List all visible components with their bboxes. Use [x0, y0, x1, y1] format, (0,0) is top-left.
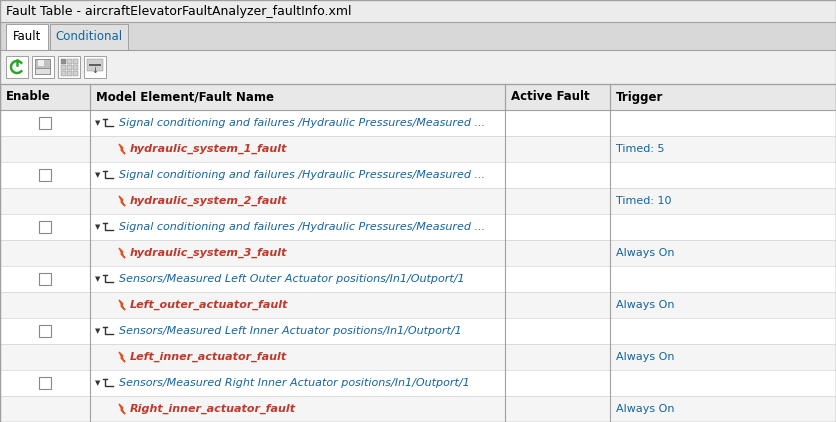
- Text: Signal conditioning and failures /Hydraulic Pressures/Measured ...: Signal conditioning and failures /Hydrau…: [119, 118, 485, 128]
- Text: ▼: ▼: [95, 276, 100, 282]
- Text: Always On: Always On: [616, 300, 675, 310]
- Bar: [61, 59, 66, 64]
- Text: ▼: ▼: [95, 120, 100, 126]
- Bar: [73, 65, 78, 70]
- Bar: [39, 117, 51, 129]
- Bar: [38, 60, 44, 66]
- Polygon shape: [119, 300, 125, 310]
- Bar: [39, 273, 51, 285]
- Bar: [36, 69, 50, 74]
- Bar: [67, 71, 72, 76]
- Text: hydraulic_system_1_fault: hydraulic_system_1_fault: [130, 144, 288, 154]
- Bar: [39, 169, 51, 181]
- Bar: [36, 60, 50, 68]
- Bar: [35, 59, 51, 75]
- Text: Fault Table - aircraftElevatorFaultAnalyzer_faultInfo.xml: Fault Table - aircraftElevatorFaultAnaly…: [6, 5, 351, 17]
- Text: Sensors/Measured Left Inner Actuator positions/In1/Outport/1: Sensors/Measured Left Inner Actuator pos…: [119, 326, 461, 336]
- Bar: [0, 214, 836, 240]
- Polygon shape: [119, 352, 125, 362]
- Text: Signal conditioning and failures /Hydraulic Pressures/Measured ...: Signal conditioning and failures /Hydrau…: [119, 222, 485, 232]
- Text: ▼: ▼: [95, 172, 100, 178]
- Bar: [0, 396, 836, 422]
- Bar: [0, 318, 836, 344]
- Polygon shape: [119, 404, 125, 414]
- Text: hydraulic_system_2_fault: hydraulic_system_2_fault: [130, 196, 288, 206]
- Bar: [0, 292, 836, 318]
- Bar: [73, 59, 78, 64]
- Bar: [0, 50, 836, 84]
- Bar: [39, 377, 51, 389]
- Text: Sensors/Measured Left Outer Actuator positions/In1/Outport/1: Sensors/Measured Left Outer Actuator pos…: [119, 274, 465, 284]
- Bar: [0, 240, 836, 266]
- Bar: [0, 188, 836, 214]
- Text: Signal conditioning and failures /Hydraulic Pressures/Measured ...: Signal conditioning and failures /Hydrau…: [119, 170, 485, 180]
- Bar: [32, 56, 54, 78]
- Text: Model Element/Fault Name: Model Element/Fault Name: [96, 90, 274, 103]
- Bar: [73, 71, 78, 76]
- Bar: [39, 325, 51, 337]
- Text: Sensors/Measured Right Inner Actuator positions/In1/Outport/1: Sensors/Measured Right Inner Actuator po…: [119, 378, 470, 388]
- Text: Enable: Enable: [6, 90, 51, 103]
- Polygon shape: [119, 144, 125, 154]
- Bar: [0, 344, 836, 370]
- Bar: [0, 0, 836, 22]
- Bar: [6, 56, 28, 78]
- Text: Timed: 5: Timed: 5: [616, 144, 665, 154]
- Text: Left_inner_actuator_fault: Left_inner_actuator_fault: [130, 352, 288, 362]
- Bar: [61, 65, 66, 70]
- Bar: [0, 136, 836, 162]
- Polygon shape: [119, 248, 125, 258]
- Bar: [0, 370, 836, 396]
- Bar: [39, 221, 51, 233]
- Text: ↓: ↓: [91, 66, 99, 75]
- Text: Trigger: Trigger: [616, 90, 664, 103]
- Text: Timed: 10: Timed: 10: [616, 196, 671, 206]
- Bar: [61, 71, 66, 76]
- Bar: [0, 84, 836, 110]
- Text: ▼: ▼: [95, 224, 100, 230]
- Text: Always On: Always On: [616, 248, 675, 258]
- Text: ▼: ▼: [95, 380, 100, 386]
- Bar: [0, 22, 836, 50]
- Text: Left_outer_actuator_fault: Left_outer_actuator_fault: [130, 300, 288, 310]
- Text: Active Fault: Active Fault: [511, 90, 589, 103]
- Bar: [58, 56, 80, 78]
- Bar: [50, 24, 128, 50]
- Text: Always On: Always On: [616, 404, 675, 414]
- Bar: [87, 59, 103, 71]
- Bar: [67, 59, 72, 64]
- Text: Fault: Fault: [13, 30, 41, 43]
- Bar: [0, 110, 836, 136]
- Bar: [84, 56, 106, 78]
- Bar: [67, 65, 72, 70]
- Bar: [0, 162, 836, 188]
- Text: Right_inner_actuator_fault: Right_inner_actuator_fault: [130, 404, 296, 414]
- Text: hydraulic_system_3_fault: hydraulic_system_3_fault: [130, 248, 288, 258]
- Bar: [6, 24, 48, 50]
- Text: Conditional: Conditional: [55, 30, 123, 43]
- Bar: [0, 266, 836, 292]
- Bar: [89, 64, 101, 66]
- Text: ▼: ▼: [95, 328, 100, 334]
- Text: Always On: Always On: [616, 352, 675, 362]
- Polygon shape: [119, 196, 125, 206]
